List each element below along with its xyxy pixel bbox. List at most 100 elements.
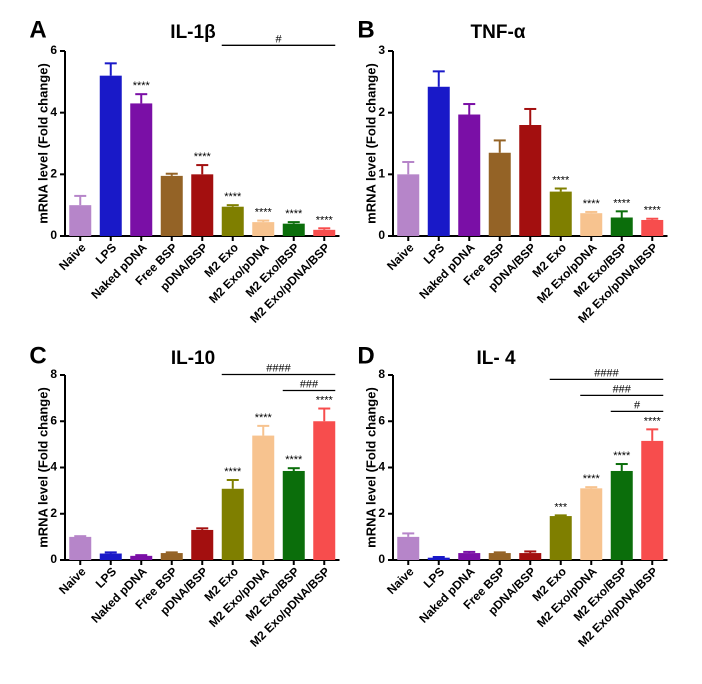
y-tick-label: 2 [378, 105, 385, 119]
y-tick-label: 2 [378, 506, 385, 520]
y-tick-label: 6 [50, 43, 57, 57]
y-tick-label: 4 [50, 460, 57, 474]
bar [549, 191, 572, 236]
y-axis-label: mRNA level (Fold change) [363, 387, 378, 548]
bar [69, 205, 92, 236]
bar [397, 536, 420, 560]
y-tick-label: 3 [378, 43, 385, 57]
panel-letter: A [29, 16, 46, 43]
y-tick-label: 8 [378, 367, 385, 381]
bar [130, 103, 153, 237]
y-tick-label: 6 [50, 413, 57, 427]
significance-label: **** [552, 175, 570, 187]
x-tick-label: LPS [421, 240, 447, 266]
bar [313, 421, 336, 560]
bar [427, 86, 450, 237]
bar [252, 222, 275, 236]
bar [221, 488, 244, 560]
panel-title: TNF-α [471, 22, 526, 43]
significance-label: **** [583, 473, 601, 485]
significance-label: **** [285, 454, 303, 466]
y-tick-label: 0 [50, 552, 57, 566]
significance-label: **** [255, 412, 273, 424]
comparison-label: # [634, 399, 641, 411]
x-tick-label: LPS [421, 564, 447, 590]
y-tick-label: 8 [50, 367, 57, 381]
bar [99, 553, 122, 560]
x-tick-label: LPS [93, 564, 119, 590]
y-axis-label: mRNA level (Fold change) [35, 63, 50, 224]
y-tick-label: 0 [378, 228, 385, 242]
panel-title: IL- 4 [476, 348, 515, 369]
significance-label: **** [583, 198, 601, 210]
bar [160, 553, 183, 560]
bar [191, 174, 214, 236]
significance-label: **** [285, 208, 303, 220]
bar [69, 536, 92, 560]
y-tick-label: 2 [50, 167, 57, 181]
bar [610, 217, 633, 236]
significance-label: *** [554, 501, 568, 513]
y-tick-label: 2 [50, 506, 57, 520]
significance-label: **** [316, 214, 334, 226]
significance-label: **** [644, 415, 662, 427]
comparison-label: ### [300, 379, 319, 391]
x-tick-label: Naive [384, 564, 417, 597]
bar [488, 553, 511, 560]
bar [458, 553, 481, 560]
bar [580, 488, 603, 560]
bar [130, 555, 153, 560]
significance-label: **** [255, 207, 273, 219]
x-tick-label: Naive [56, 564, 89, 597]
bar [397, 174, 420, 236]
x-tick-label: Naive [384, 240, 417, 273]
significance-label: **** [194, 151, 212, 163]
bar [580, 213, 603, 236]
y-tick-label: 1 [378, 167, 385, 181]
bar [549, 516, 572, 560]
bar [313, 229, 336, 236]
bar [221, 206, 244, 236]
panel-c: C IL-10 mRNA level (Fold change)0 2 4 6 8 Naive… [29, 342, 340, 650]
bar [458, 114, 481, 236]
x-tick-label: LPS [93, 240, 119, 266]
bar [610, 470, 633, 560]
bar [191, 529, 214, 560]
comparison-label: #### [594, 367, 619, 379]
bar [282, 470, 305, 560]
y-tick-label: 0 [50, 228, 57, 242]
significance-label: **** [613, 450, 631, 462]
significance-label: **** [316, 395, 334, 407]
panel-d: D IL- 4 mRNA level (Fold change)0 2 4 6 8 Naive… [357, 342, 668, 650]
panel-letter: B [357, 16, 374, 43]
bar [252, 435, 275, 560]
y-tick-label: 4 [378, 460, 385, 474]
bar [519, 125, 542, 236]
bar [519, 553, 542, 560]
bar [641, 219, 664, 236]
y-tick-label: 6 [378, 413, 385, 427]
bar [160, 175, 183, 236]
significance-label: **** [224, 466, 242, 478]
panel-title: IL-10 [171, 348, 215, 369]
x-tick-label: Naive [56, 240, 89, 273]
comparison-label: # [275, 33, 282, 45]
bar [641, 440, 664, 560]
bar [427, 557, 450, 560]
panel-b: B TNF-α mRNA level (Fold change)0 1 2 3 Naive L… [357, 16, 668, 326]
significance-label: **** [224, 191, 242, 203]
y-axis-label: mRNA level (Fold change) [35, 387, 50, 548]
y-tick-label: 4 [50, 105, 57, 119]
panel-title: IL-1β [170, 22, 215, 43]
bar [99, 75, 122, 237]
panel-letter: C [29, 342, 46, 369]
bar [282, 223, 305, 236]
significance-label: **** [133, 80, 151, 92]
panel-a: A IL-1β mRNA level (Fold change)0 2 4 6 Naive L… [29, 16, 340, 326]
comparison-label: #### [266, 363, 291, 375]
significance-label: **** [613, 197, 631, 209]
significance-label: **** [644, 205, 662, 217]
y-tick-label: 0 [378, 552, 385, 566]
panel-letter: D [357, 342, 374, 369]
